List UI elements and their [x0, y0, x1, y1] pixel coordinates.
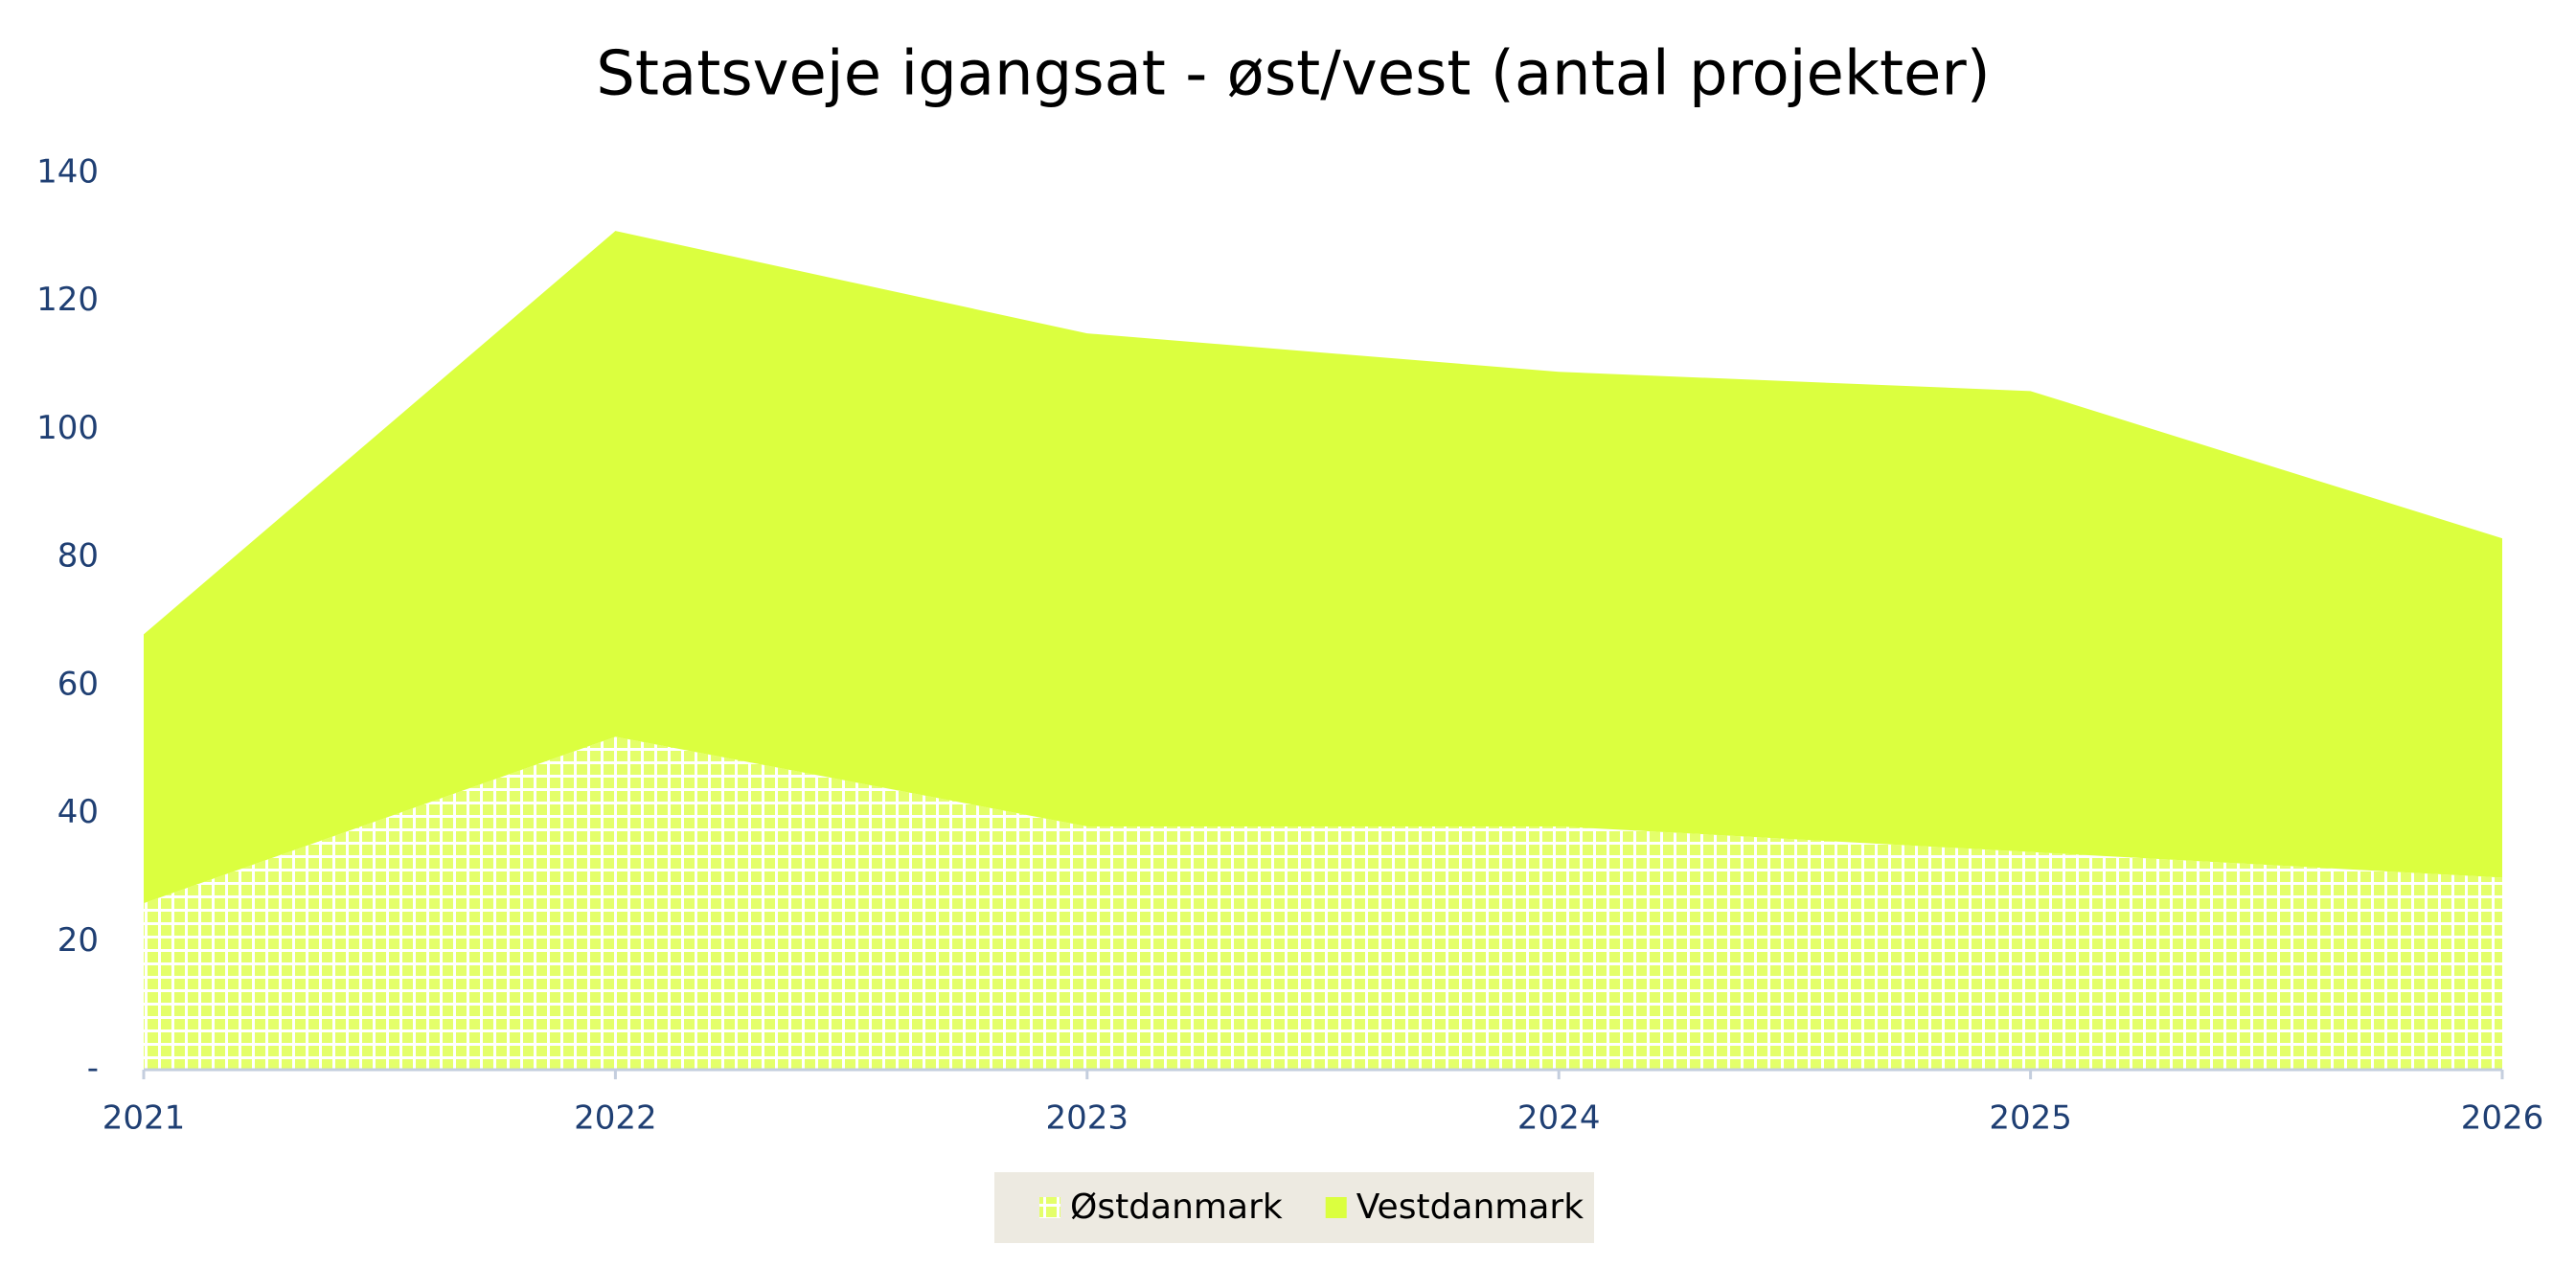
legend-swatch	[1325, 1197, 1347, 1218]
x-tick-label: 2025	[1989, 1099, 2072, 1138]
x-tick-label: 2022	[574, 1099, 657, 1138]
x-tick-label: 2021	[103, 1099, 186, 1138]
legend-label: Vestdanmark	[1356, 1188, 1584, 1227]
x-tick-label: 2026	[2461, 1099, 2544, 1138]
legend-label: Østdanmark	[1070, 1188, 1283, 1227]
y-tick-label: 100	[36, 409, 99, 447]
x-tick-label: 2024	[1517, 1099, 1601, 1138]
y-tick-label: -	[87, 1050, 99, 1088]
area	[144, 736, 2502, 1070]
y-tick-label: 80	[57, 537, 99, 576]
y-tick-label: 40	[57, 793, 99, 831]
chart-title: Statsveje igangsat - øst/vest (antal pro…	[596, 39, 1990, 110]
y-tick-label: 120	[36, 281, 99, 319]
legend	[994, 1172, 1594, 1243]
y-tick-label: 60	[57, 665, 99, 703]
area	[144, 231, 2502, 904]
legend-swatch	[1039, 1197, 1060, 1218]
y-tick-label: 140	[36, 153, 99, 192]
y-tick-label: 20	[57, 921, 99, 960]
x-tick-label: 2023	[1046, 1099, 1129, 1138]
